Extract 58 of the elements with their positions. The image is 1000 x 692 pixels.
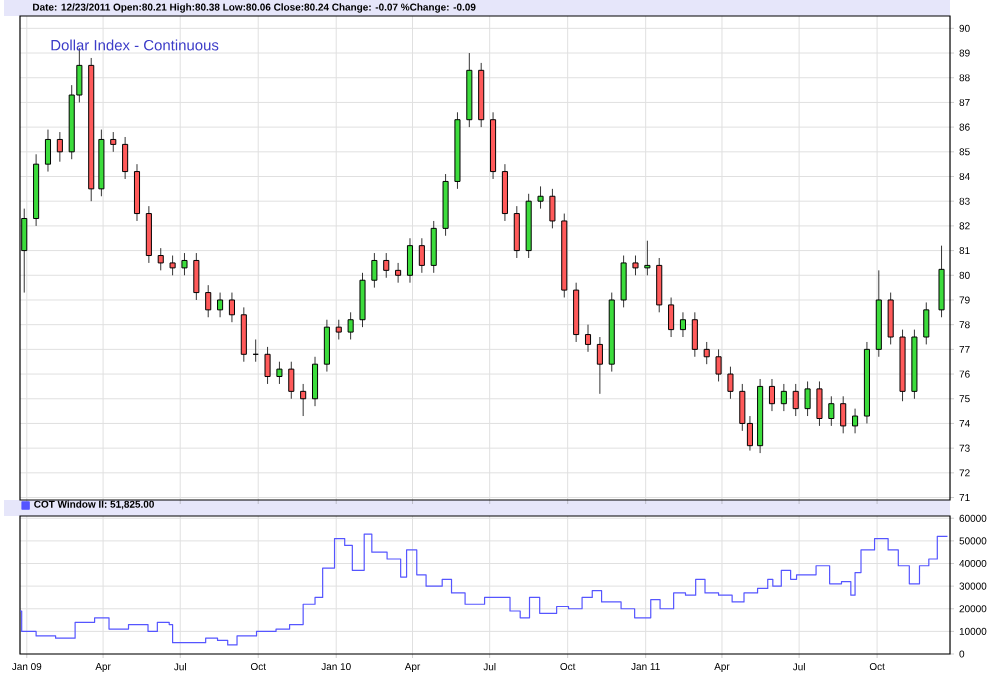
candlestick <box>288 361 295 400</box>
candlestick <box>573 282 580 343</box>
candlestick <box>501 163 508 222</box>
candlestick <box>181 252 188 276</box>
candlestick <box>513 205 520 259</box>
candlestick <box>205 284 212 318</box>
candlestick <box>311 356 319 407</box>
candlestick <box>816 381 823 427</box>
candlestick <box>110 131 117 153</box>
candlestick <box>406 237 414 284</box>
candlestick <box>596 336 603 395</box>
candlestick <box>383 252 390 279</box>
candlestick <box>804 381 811 417</box>
candlestick <box>430 220 437 274</box>
candlestick <box>395 262 402 284</box>
candlestick <box>840 395 847 434</box>
candlestick <box>300 383 307 417</box>
candlestick <box>264 346 271 385</box>
candlestick <box>656 257 663 313</box>
candlestick <box>828 395 835 427</box>
candlestick <box>768 378 776 412</box>
candlestick <box>56 131 63 163</box>
candlestick <box>887 292 894 345</box>
candlestick <box>923 302 930 345</box>
candlestick <box>549 188 556 229</box>
candlestick <box>44 129 52 172</box>
candlestick <box>323 319 330 372</box>
candlestick <box>679 311 687 338</box>
candlestick <box>644 240 651 276</box>
candlestick <box>133 163 141 222</box>
candlestick <box>347 311 354 340</box>
candlestick <box>145 205 152 264</box>
candlestick <box>418 237 425 274</box>
candlestick <box>703 341 710 365</box>
candlestick <box>852 408 859 434</box>
candlestick <box>276 361 283 385</box>
candlestick <box>169 255 176 276</box>
candlestick <box>122 136 129 180</box>
candlestick <box>157 247 164 271</box>
candlestick <box>217 292 224 318</box>
candlestick <box>780 383 787 412</box>
candlestick <box>715 348 722 382</box>
candlestick <box>240 306 247 363</box>
candlestick <box>668 297 675 338</box>
candlestick <box>620 255 627 308</box>
candlestick <box>792 383 799 417</box>
candlestick <box>632 255 639 276</box>
candlestick <box>359 272 366 328</box>
candlestick <box>228 292 235 323</box>
candlestick <box>584 324 592 353</box>
candlestick <box>938 245 945 318</box>
candlestick <box>691 311 698 358</box>
candlestick <box>335 319 342 340</box>
candlestick <box>442 173 449 237</box>
candlestick <box>371 252 378 289</box>
candlestick <box>727 366 734 400</box>
candlestick <box>193 252 200 301</box>
candlestick <box>537 185 544 210</box>
